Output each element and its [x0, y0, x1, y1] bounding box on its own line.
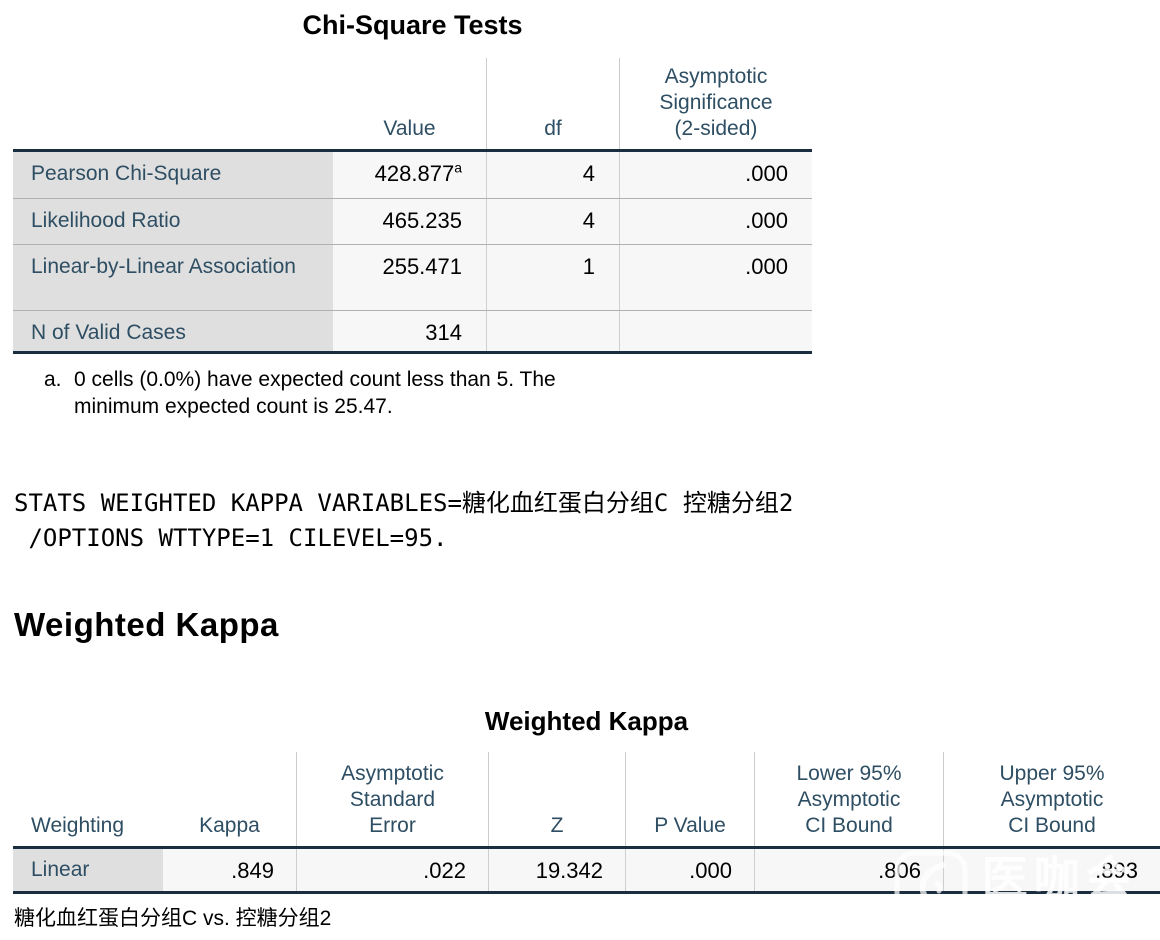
- chi-square-header-value: Value: [383, 117, 436, 140]
- kappa-header-upper: Upper 95% Asymptotic CI Bound: [943, 752, 1160, 846]
- cell-sig: .000: [619, 245, 812, 310]
- cell-value: 428.877a: [333, 152, 486, 198]
- footnote-text: 0 cells (0.0%) have expected count less …: [74, 368, 556, 418]
- syntax-line: STATS WEIGHTED KAPPA VARIABLES=糖化血红蛋白分组C…: [14, 489, 794, 517]
- table-row: Linear-by-Linear Association 255.471 1 .…: [13, 244, 812, 310]
- chi-square-header-sig: Asymptotic Significance (2-sided): [619, 58, 812, 149]
- row-label: Linear-by-Linear Association: [13, 245, 333, 310]
- weighted-kappa-table: Weighting Kappa Asymptotic Standard Erro…: [13, 752, 1160, 894]
- chi-square-table: Value df Asymptotic Significance (2-side…: [13, 58, 812, 354]
- cell-ase: .022: [296, 849, 488, 891]
- footnote-marker: a.: [44, 368, 62, 391]
- cell-df: [486, 311, 619, 351]
- chi-square-header-row: Value df Asymptotic Significance (2-side…: [13, 58, 812, 152]
- table-footnote: 糖化血红蛋白分组C vs. 控糖分组2: [14, 907, 332, 930]
- kappa-header-z: Z: [488, 752, 625, 846]
- table-footnote: a. 0 cells (0.0%) have expected count le…: [44, 366, 556, 420]
- row-label: N of Valid Cases: [13, 311, 333, 351]
- row-label: Likelihood Ratio: [13, 199, 333, 244]
- cell-kappa: .849: [163, 849, 296, 891]
- cell-z: 19.342: [488, 849, 625, 891]
- cell-df: 4: [486, 152, 619, 198]
- footnote-superscript: a: [454, 159, 462, 176]
- table-row: Pearson Chi-Square 428.877a 4 .000: [13, 152, 812, 198]
- kappa-header-lower: Lower 95% Asymptotic CI Bound: [754, 752, 943, 846]
- chi-square-header-stub: [13, 58, 333, 149]
- cell-sig: .000: [619, 199, 812, 244]
- chi-square-table-title: Chi-Square Tests: [302, 10, 523, 40]
- cell-sig: [619, 311, 812, 351]
- cell-value: 465.235: [333, 199, 486, 244]
- row-label: Pearson Chi-Square: [13, 152, 333, 198]
- cell-sig: .000: [619, 152, 812, 198]
- kappa-header-weighting: Weighting: [31, 814, 125, 837]
- syntax-log: STATS WEIGHTED KAPPA VARIABLES=糖化血红蛋白分组C…: [14, 486, 793, 556]
- weighted-kappa-header-row: Weighting Kappa Asymptotic Standard Erro…: [13, 752, 1160, 849]
- weighted-kappa-table-title: Weighted Kappa: [484, 706, 689, 736]
- syntax-line: /OPTIONS WTTYPE=1 CILEVEL=95.: [14, 524, 448, 552]
- chi-square-header-df: df: [486, 58, 619, 149]
- section-heading: Weighted Kappa: [14, 606, 279, 643]
- cell-df: 4: [486, 199, 619, 244]
- table-row: Likelihood Ratio 465.235 4 .000: [13, 198, 812, 244]
- cell-df: 1: [486, 245, 619, 310]
- kappa-header-kappa: Kappa: [199, 814, 260, 837]
- table-row: Linear .849 .022 19.342 .000 .806 .893: [13, 849, 1160, 894]
- cell-value: 255.471: [333, 245, 486, 310]
- kappa-header-ase: Asymptotic Standard Error: [296, 752, 488, 846]
- kappa-header-p: P Value: [625, 752, 754, 846]
- cell-value: 314: [333, 311, 486, 351]
- row-label: Linear: [13, 849, 163, 891]
- watermark-subtext: MEDIECO GROUP: [981, 904, 1139, 919]
- cell-value-number: 428.877: [374, 161, 455, 186]
- table-row: N of Valid Cases 314: [13, 310, 812, 354]
- cell-p: .000: [625, 849, 754, 891]
- cell-upper: .893: [943, 849, 1160, 891]
- cell-lower: .806: [754, 849, 943, 891]
